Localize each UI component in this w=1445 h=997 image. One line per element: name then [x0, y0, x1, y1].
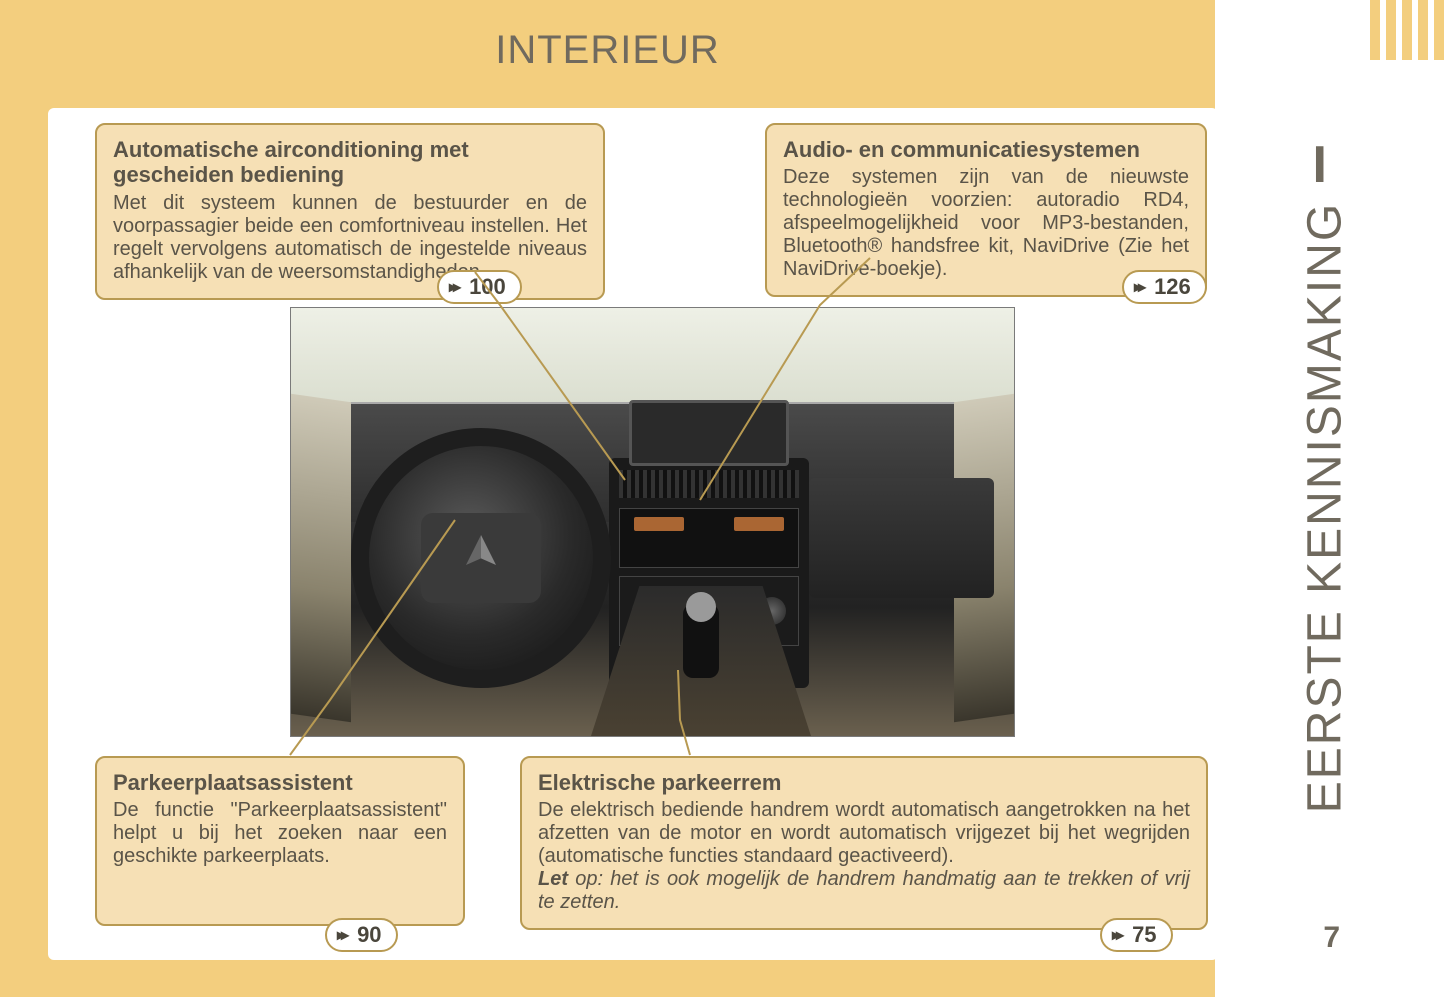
callout-title: Elektrische parkeerrem — [538, 770, 1190, 795]
dashboard-illustration — [290, 307, 1015, 737]
callout-title: Audio- en communicatiesystemen — [783, 137, 1189, 162]
door-panel-left — [291, 394, 351, 722]
callout-title: Automatische airconditioning met geschei… — [113, 137, 587, 188]
forward-icon: ▸▸ — [1134, 277, 1142, 297]
page-ref-number: 100 — [469, 274, 506, 300]
steering-wheel — [351, 428, 611, 688]
callout-body: Met dit systeem kunnen de bestuurder en … — [113, 192, 587, 284]
page-ref-parking-assist[interactable]: ▸▸ 90 — [325, 918, 398, 952]
page-ref-number: 75 — [1132, 922, 1156, 948]
glovebox — [809, 478, 994, 598]
page-ref-number: 90 — [357, 922, 381, 948]
note-rest: op: het is ook mogelijk de handrem handm… — [538, 868, 1190, 913]
callout-note: Let op: het is ook mogelijk de handrem h… — [538, 868, 1190, 914]
sidebar-label-wrap: EERSTE KENNISMAKING — [1275, 0, 1355, 997]
nav-screen — [629, 400, 789, 466]
callout-body: Deze systemen zijn van de nieuwste techn… — [783, 166, 1189, 281]
tab-stripes — [1370, 0, 1444, 60]
page-number: 7 — [1323, 921, 1340, 955]
callout-body: De functie "Parkeerplaatsassistent" help… — [113, 799, 447, 868]
note-lead: Let — [538, 868, 568, 890]
page-ref-airconditioning[interactable]: ▸▸ 100 — [437, 270, 522, 304]
section-label: EERSTE KENNISMAKING — [1298, 98, 1353, 918]
steering-hub — [421, 513, 541, 603]
gear-shifter — [683, 604, 719, 678]
air-vents — [619, 470, 799, 498]
forward-icon: ▸▸ — [449, 277, 457, 297]
callout-airconditioning: Automatische airconditioning met geschei… — [95, 123, 605, 300]
callout-parking-assist: Parkeerplaatsassistent De functie "Parke… — [95, 756, 465, 926]
radio-unit — [619, 508, 799, 568]
page-ref-parking-brake[interactable]: ▸▸ 75 — [1100, 918, 1173, 952]
callout-parking-brake: Elektrische parkeerrem De elektrisch bed… — [520, 756, 1208, 930]
page-ref-audio[interactable]: ▸▸ 126 — [1122, 270, 1207, 304]
page-title: INTERIEUR — [0, 28, 1215, 73]
forward-icon: ▸▸ — [337, 925, 345, 945]
sidebar-tab — [1365, 0, 1445, 997]
callout-body: De elektrisch bediende handrem wordt aut… — [538, 799, 1190, 868]
windshield — [291, 308, 1014, 411]
forward-icon: ▸▸ — [1112, 925, 1120, 945]
callout-title: Parkeerplaatsassistent — [113, 770, 447, 795]
page-ref-number: 126 — [1154, 274, 1191, 300]
